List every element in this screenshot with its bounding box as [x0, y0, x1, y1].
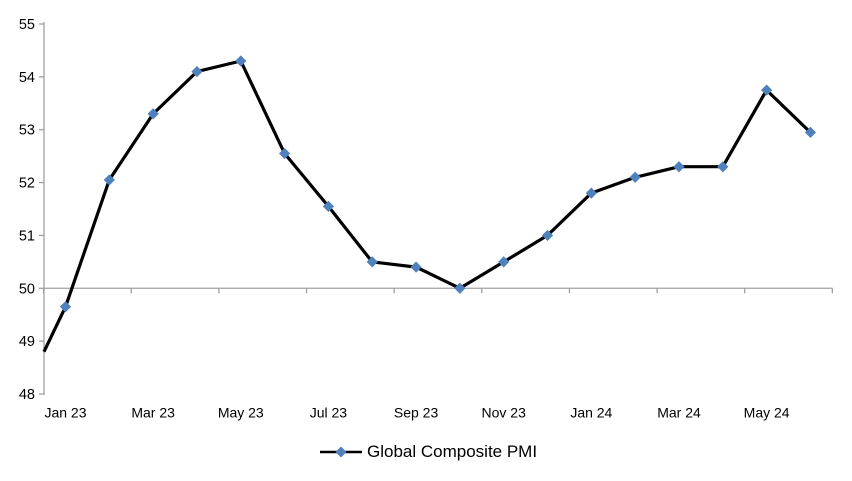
data-point-marker — [673, 161, 685, 173]
x-tick-label: Sep 23 — [394, 405, 439, 421]
x-tick-label: Mar 24 — [657, 405, 701, 421]
data-point-marker — [103, 174, 115, 186]
data-point-marker — [59, 301, 72, 313]
data-point-marker — [322, 200, 335, 212]
x-tick-label: Jan 23 — [44, 405, 86, 421]
legend-diamond — [335, 446, 347, 458]
data-point-marker — [804, 126, 817, 138]
x-tick-label: Jul 23 — [310, 405, 348, 421]
data-point-marker — [279, 147, 291, 160]
data-point-marker — [366, 256, 378, 268]
y-axis: 55 54 53 52 51 50 49 48 — [19, 17, 45, 403]
series-global-composite-pmi — [42, 55, 817, 353]
data-point-marker — [717, 161, 729, 173]
data-point-marker — [761, 84, 773, 96]
data-point-marker — [235, 55, 247, 67]
data-point-marker — [541, 229, 554, 242]
data-point-marker — [147, 108, 159, 120]
data-point-marker — [191, 65, 203, 78]
legend-label: Global Composite PMI — [367, 442, 538, 461]
y-tick-label: 55 — [19, 17, 35, 33]
y-tick-label: 48 — [19, 387, 35, 403]
x-tick-label: Mar 23 — [131, 405, 175, 421]
data-point-marker — [498, 256, 510, 268]
x-tick-label: May 24 — [744, 405, 790, 421]
series-line — [42, 59, 812, 353]
legend-line-marker-icon — [320, 446, 362, 458]
y-tick-label: 49 — [19, 334, 35, 350]
y-tick-label: 50 — [19, 281, 35, 297]
y-tick-label: 52 — [19, 176, 35, 192]
y-tick-label: 53 — [19, 123, 35, 139]
x-tick-label: Jan 24 — [570, 405, 612, 421]
data-point-marker — [629, 171, 641, 183]
data-point-marker — [585, 187, 597, 199]
legend: Global Composite PMI — [320, 442, 537, 462]
x-tick-label: Nov 23 — [482, 405, 527, 421]
x-axis-labels: Jan 23 Mar 23 May 23 Jul 23 Sep 23 Nov 23 Jan … — [44, 405, 789, 421]
x-tick-label: May 23 — [218, 405, 264, 421]
x-axis-at-50 — [42, 287, 833, 294]
data-point-marker — [454, 282, 466, 294]
y-tick-label: 54 — [19, 70, 35, 86]
data-point-marker — [410, 261, 422, 273]
y-tick-label: 51 — [19, 228, 35, 244]
